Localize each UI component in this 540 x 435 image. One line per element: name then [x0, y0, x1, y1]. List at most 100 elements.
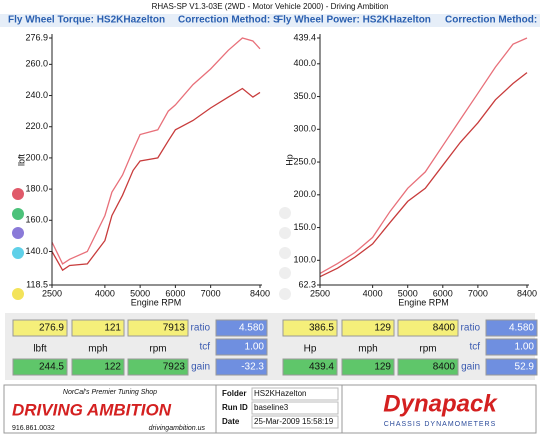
- readout-value: 439.4: [309, 362, 334, 373]
- y-tick-label: 439.4: [293, 32, 316, 42]
- readout-box: [127, 319, 189, 337]
- factor-label: tcf: [469, 342, 480, 353]
- readout-unit: lbft: [33, 344, 47, 355]
- factor-label: gain: [191, 362, 210, 373]
- info-value: 25-Mar-2009 15:58:19: [254, 417, 334, 426]
- shop-name: DRIVING AMBITION: [12, 400, 172, 419]
- x-tick-label: 2500: [42, 288, 62, 298]
- y-tick-label: 62.3: [298, 279, 316, 289]
- factor-box: [485, 319, 538, 337]
- info-box: [251, 401, 339, 415]
- x-tick-label: 2500: [310, 288, 330, 298]
- factor-box: [485, 338, 538, 356]
- phone: 916.861.0032: [12, 425, 55, 432]
- factor-value: 1.00: [515, 342, 535, 353]
- legend-dot: [279, 227, 291, 239]
- x-tick-label: 5000: [398, 288, 418, 298]
- readout-unit: rpm: [149, 344, 166, 355]
- info-label: Date: [222, 417, 240, 426]
- info-value: HS2KHazelton: [254, 389, 306, 398]
- x-tick-label: 5000: [130, 288, 150, 298]
- legend-dot: [279, 207, 291, 219]
- factor-label: ratio: [461, 323, 481, 334]
- legend-dot: [12, 227, 24, 239]
- factor-value: 52.9: [515, 362, 535, 373]
- readout-box: [397, 319, 459, 337]
- x-tick-label: 6000: [165, 288, 185, 298]
- y-tick-label: 250.0: [293, 156, 316, 166]
- x-axis-label: Engine RPM: [131, 297, 182, 307]
- y-tick-label: 220.0: [25, 121, 48, 131]
- y-axis-label: lbft: [16, 154, 26, 167]
- y-tick-label: 200.0: [293, 189, 316, 199]
- power-curve: [51, 87, 261, 272]
- factor-box: [215, 338, 268, 356]
- brand: Dynapack: [383, 390, 498, 417]
- x-tick-label: 4000: [363, 288, 383, 298]
- y-tick-label: 118.5: [26, 279, 48, 289]
- plot-area: [52, 34, 262, 285]
- legend-dot: [12, 188, 24, 200]
- readout-value: 121: [104, 323, 121, 334]
- y-tick-label: 260.0: [25, 59, 48, 69]
- brand-sub: CHASSIS DYNAMOMETERS: [384, 421, 497, 428]
- y-axis-label: Hp: [284, 154, 294, 166]
- y-tick-label: 160.0: [25, 215, 48, 225]
- y-tick-label: 140.0: [25, 246, 48, 256]
- legend-dot: [12, 247, 24, 259]
- readout-box: [12, 319, 68, 337]
- sheet-title: RHAS-SP V1.3-03E (2WD - Motor Vehicle 20…: [152, 2, 389, 11]
- readout-value: 8400: [433, 362, 456, 373]
- readout-value: 7913: [163, 323, 186, 334]
- info-value: baseline3: [254, 403, 289, 412]
- legend-dot: [12, 288, 24, 300]
- x-tick-label: 7000: [201, 288, 221, 298]
- power-curve: [51, 37, 261, 265]
- readout-box: [282, 358, 338, 376]
- info-box: [251, 387, 339, 401]
- readout-unit: mph: [88, 344, 107, 355]
- chart-subtitle: Correction Method: S: [178, 15, 280, 26]
- readout-box: [341, 358, 395, 376]
- legend-dot: [279, 267, 291, 279]
- readout-unit: Hp: [304, 344, 317, 355]
- factor-label: tcf: [199, 342, 210, 353]
- x-tick-label: 7000: [468, 288, 488, 298]
- factor-box: [215, 319, 268, 337]
- readout-box: [282, 319, 338, 337]
- factor-value: 4.580: [509, 323, 534, 334]
- info-label: Run ID: [222, 403, 248, 412]
- x-tick-label: 4000: [95, 288, 115, 298]
- plot-area: [320, 34, 529, 285]
- readout-box: [71, 358, 125, 376]
- readout-box: [71, 319, 125, 337]
- legend-dot: [12, 208, 24, 220]
- legend-dot: [279, 247, 291, 259]
- factor-label: ratio: [191, 323, 211, 334]
- readout-box: [397, 358, 459, 376]
- readout-value: 244.5: [39, 362, 64, 373]
- factor-box: [215, 358, 268, 376]
- factor-box: [485, 358, 538, 376]
- readout-box: [12, 358, 68, 376]
- readout-value: 129: [374, 362, 391, 373]
- y-tick-label: 240.0: [25, 90, 48, 100]
- x-tick-label: 6000: [433, 288, 453, 298]
- chart-title: Fly Wheel Torque: HS2KHazelton: [8, 15, 165, 26]
- y-tick-label: 300.0: [293, 124, 316, 134]
- readout-value: 8400: [433, 323, 456, 334]
- legend-dot: [279, 288, 291, 300]
- chart-title: Fly Wheel Power: HS2KHazelton: [277, 15, 431, 26]
- power-curve: [319, 37, 528, 274]
- y-tick-label: 200.0: [25, 152, 48, 162]
- y-tick-label: 180.0: [25, 183, 48, 193]
- readout-value: 7923: [163, 362, 186, 373]
- x-axis-label: Engine RPM: [398, 297, 449, 307]
- factor-label: gain: [461, 362, 480, 373]
- info-label: Folder: [222, 389, 246, 398]
- title-band: [0, 14, 540, 27]
- x-tick-label: 8400: [517, 288, 537, 298]
- factor-value: 4.580: [239, 323, 264, 334]
- readout-box: [341, 319, 395, 337]
